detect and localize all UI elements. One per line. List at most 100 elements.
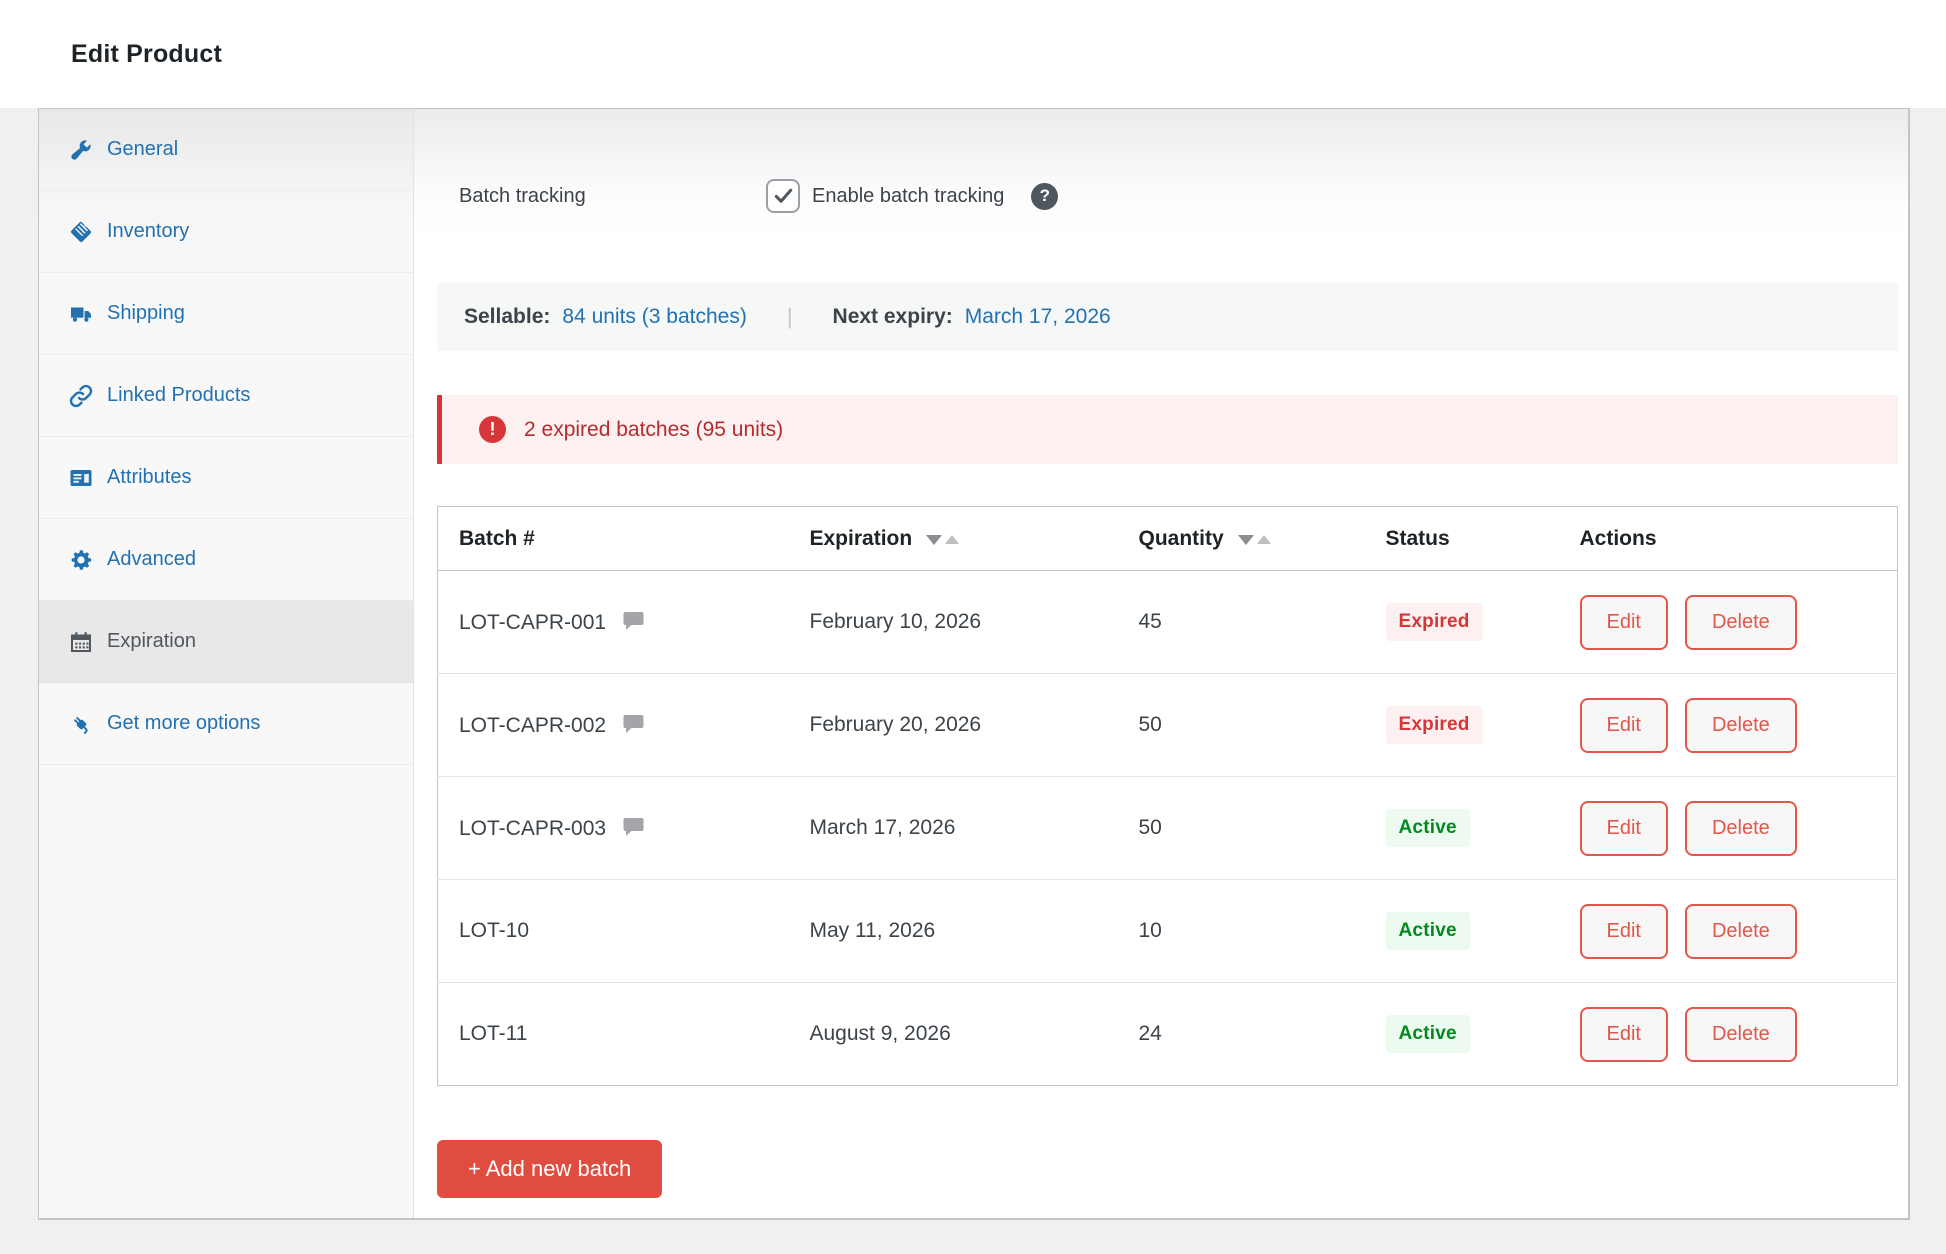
- batch-cell: LOT-CAPR-002: [438, 674, 789, 777]
- sort-desc-icon: [1238, 535, 1254, 545]
- batch-cell: LOT-10: [438, 880, 789, 983]
- status-cell: Expired: [1365, 571, 1559, 674]
- expiration-cell: August 9, 2026: [789, 983, 1118, 1086]
- next-expiry-link[interactable]: March 17, 2026: [965, 305, 1111, 329]
- expired-warning-banner: ! 2 expired batches (95 units): [437, 395, 1898, 464]
- checkmark-icon: [772, 184, 795, 207]
- batch-table: Batch # Expiration Quantity Status Actio: [437, 506, 1898, 1086]
- status-badge: Active: [1386, 1015, 1470, 1053]
- note-icon[interactable]: [621, 609, 646, 633]
- col-header-quantity[interactable]: Quantity: [1118, 507, 1365, 571]
- batch-table-body: LOT-CAPR-001 February 10, 2026 45 Expire…: [438, 571, 1898, 1086]
- batch-cell: LOT-11: [438, 983, 789, 1086]
- sidebar-item-shipping[interactable]: Shipping: [39, 273, 413, 355]
- sellable-link[interactable]: 84 units (3 batches): [562, 305, 746, 329]
- col-header-label: Quantity: [1139, 527, 1224, 550]
- table-row: LOT-CAPR-003 March 17, 2026 50 Active Ed…: [438, 777, 1898, 880]
- delete-button[interactable]: Delete: [1685, 595, 1797, 650]
- col-header-label: Batch #: [459, 527, 535, 550]
- sidebar-item-label: Inventory: [107, 220, 189, 243]
- delete-button[interactable]: Delete: [1685, 904, 1797, 959]
- expiration-cell: February 10, 2026: [789, 571, 1118, 674]
- expiration-date: August 9, 2026: [810, 1022, 951, 1045]
- sidebar-item-general[interactable]: General: [39, 109, 413, 191]
- table-row: LOT-CAPR-002 February 20, 2026 50 Expire…: [438, 674, 1898, 777]
- batch-tracking-row: Batch tracking Enable batch tracking ?: [437, 178, 1898, 214]
- product-data-panel: General Inventory Shipping Linked Produc…: [38, 108, 1910, 1220]
- quantity-value: 45: [1139, 610, 1162, 633]
- sidebar-item-label: Shipping: [107, 302, 185, 325]
- enable-batch-tracking-checkbox[interactable]: [766, 179, 800, 213]
- help-icon[interactable]: ?: [1031, 183, 1058, 210]
- gear-icon: [69, 548, 93, 572]
- delete-button[interactable]: Delete: [1685, 801, 1797, 856]
- edit-button[interactable]: Edit: [1580, 904, 1668, 959]
- edit-button[interactable]: Edit: [1580, 1007, 1668, 1062]
- note-icon[interactable]: [621, 712, 646, 736]
- quantity-value: 24: [1139, 1022, 1162, 1045]
- batch-id: LOT-10: [459, 919, 529, 942]
- sort-asc-icon: [1257, 535, 1271, 544]
- page-title: Edit Product: [71, 40, 222, 69]
- note-icon[interactable]: [621, 815, 646, 839]
- status-badge: Expired: [1386, 603, 1483, 641]
- quantity-cell: 10: [1118, 880, 1365, 983]
- expiration-date: March 17, 2026: [810, 816, 956, 839]
- quantity-cell: 24: [1118, 983, 1365, 1086]
- table-row: LOT-10 May 11, 2026 10 Active Edit Delete: [438, 880, 1898, 983]
- summary-divider: |: [787, 304, 793, 330]
- actions-cell: Edit Delete: [1559, 983, 1898, 1086]
- topbar: Edit Product: [0, 0, 1946, 108]
- sidebar-item-attributes[interactable]: Attributes: [39, 437, 413, 519]
- status-cell: Active: [1365, 983, 1559, 1086]
- sidebar-item-label: Advanced: [107, 548, 196, 571]
- batch-id: LOT-CAPR-003: [459, 817, 606, 840]
- actions-cell: Edit Delete: [1559, 674, 1898, 777]
- quantity-value: 50: [1139, 816, 1162, 839]
- expiration-cell: February 20, 2026: [789, 674, 1118, 777]
- status-badge: Active: [1386, 912, 1470, 950]
- sellable-label: Sellable:: [464, 305, 550, 329]
- sidebar-item-get-more-options[interactable]: Get more options: [39, 683, 413, 765]
- enable-batch-tracking-label[interactable]: Enable batch tracking: [812, 185, 1004, 208]
- col-header-actions: Actions: [1559, 507, 1898, 571]
- sidebar-item-expiration[interactable]: Expiration: [39, 601, 413, 683]
- col-header-expiration[interactable]: Expiration: [789, 507, 1118, 571]
- expiration-cell: May 11, 2026: [789, 880, 1118, 983]
- table-row: LOT-CAPR-001 February 10, 2026 45 Expire…: [438, 571, 1898, 674]
- edit-button[interactable]: Edit: [1580, 801, 1668, 856]
- wrench-icon: [69, 138, 93, 162]
- edit-button[interactable]: Edit: [1580, 595, 1668, 650]
- col-header-label: Expiration: [810, 527, 913, 550]
- status-cell: Expired: [1365, 674, 1559, 777]
- table-header-row: Batch # Expiration Quantity Status Actio: [438, 507, 1898, 571]
- sidebar-nav: General Inventory Shipping Linked Produc…: [39, 109, 413, 765]
- plug-icon: [69, 712, 93, 736]
- link-icon: [69, 384, 93, 408]
- table-row: LOT-11 August 9, 2026 24 Active Edit Dele…: [438, 983, 1898, 1086]
- truck-icon: [69, 302, 93, 326]
- sort-asc-icon: [945, 535, 959, 544]
- sidebar-item-linked-products[interactable]: Linked Products: [39, 355, 413, 437]
- sort-icons[interactable]: [926, 535, 959, 545]
- actions-cell: Edit Delete: [1559, 777, 1898, 880]
- next-expiry-label: Next expiry:: [833, 305, 953, 329]
- warning-text: 2 expired batches (95 units): [524, 418, 783, 442]
- status-cell: Active: [1365, 777, 1559, 880]
- sidebar-item-inventory[interactable]: Inventory: [39, 191, 413, 273]
- quantity-cell: 45: [1118, 571, 1365, 674]
- batch-cell: LOT-CAPR-001: [438, 571, 789, 674]
- sidebar-item-label: Get more options: [107, 712, 260, 735]
- expiration-cell: March 17, 2026: [789, 777, 1118, 880]
- edit-button[interactable]: Edit: [1580, 698, 1668, 753]
- delete-button[interactable]: Delete: [1685, 1007, 1797, 1062]
- tag-icon: [69, 220, 93, 244]
- sidebar-item-advanced[interactable]: Advanced: [39, 519, 413, 601]
- delete-button[interactable]: Delete: [1685, 698, 1797, 753]
- sort-icons[interactable]: [1238, 535, 1271, 545]
- batch-cell: LOT-CAPR-003: [438, 777, 789, 880]
- expiration-date: February 10, 2026: [810, 610, 982, 633]
- attributes-icon: [69, 466, 93, 490]
- quantity-cell: 50: [1118, 777, 1365, 880]
- add-new-batch-button[interactable]: + Add new batch: [437, 1140, 662, 1198]
